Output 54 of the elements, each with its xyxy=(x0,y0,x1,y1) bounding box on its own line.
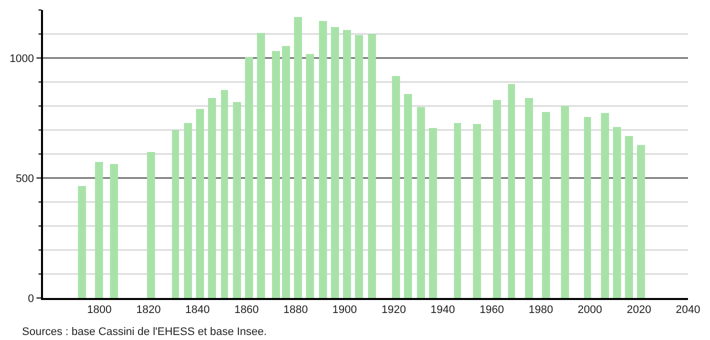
bar xyxy=(561,106,569,298)
bar xyxy=(282,46,290,298)
bar xyxy=(196,109,204,298)
bar xyxy=(294,17,302,298)
bar xyxy=(208,98,216,298)
bar xyxy=(637,145,645,298)
bar xyxy=(392,76,400,298)
y-tick-label: 0 xyxy=(28,292,34,305)
x-tick-label: 2000 xyxy=(578,304,602,316)
x-tick-label: 1940 xyxy=(430,304,455,316)
bar xyxy=(172,130,179,298)
bar xyxy=(184,123,192,298)
bar xyxy=(508,84,515,298)
bar xyxy=(368,34,376,298)
x-tick-label: 2040 xyxy=(676,304,700,316)
bar xyxy=(404,94,412,298)
bar xyxy=(319,21,327,298)
y-tick-label: 1000 xyxy=(10,52,34,65)
bar xyxy=(525,98,533,298)
bar xyxy=(542,112,550,298)
x-tick-label: 2020 xyxy=(626,304,652,316)
bar xyxy=(95,162,103,298)
y-tick-label: 500 xyxy=(16,172,34,185)
bar xyxy=(306,54,314,298)
x-tick-label: 1860 xyxy=(234,304,259,316)
bar xyxy=(613,127,621,298)
bar xyxy=(625,136,633,298)
bar xyxy=(584,117,591,298)
x-tick-label: 1960 xyxy=(480,304,504,316)
x-tick-label: 1840 xyxy=(185,304,210,316)
bar xyxy=(355,35,363,298)
x-tick-label: 1820 xyxy=(136,304,161,316)
bar xyxy=(601,113,609,298)
bar xyxy=(245,57,253,298)
bar xyxy=(454,123,461,298)
bar xyxy=(493,100,501,298)
x-tick-label: 1980 xyxy=(528,304,554,316)
bar xyxy=(331,27,339,298)
source-note: Sources : base Cassini de l'EHESS et base Insee. xyxy=(22,326,267,338)
x-tick-label: 1880 xyxy=(283,304,308,316)
bar xyxy=(429,128,437,298)
bar xyxy=(417,107,425,298)
bar xyxy=(272,51,280,298)
bar xyxy=(110,164,118,298)
x-tick-label: 1900 xyxy=(332,304,357,316)
x-tick-label: 1800 xyxy=(87,304,112,316)
bar xyxy=(473,124,481,298)
x-tick-label: 1920 xyxy=(381,304,406,316)
bar xyxy=(147,152,155,298)
bar xyxy=(221,90,228,298)
bar xyxy=(78,186,86,298)
bar xyxy=(343,30,351,298)
bar xyxy=(233,102,241,298)
bar xyxy=(257,33,265,298)
